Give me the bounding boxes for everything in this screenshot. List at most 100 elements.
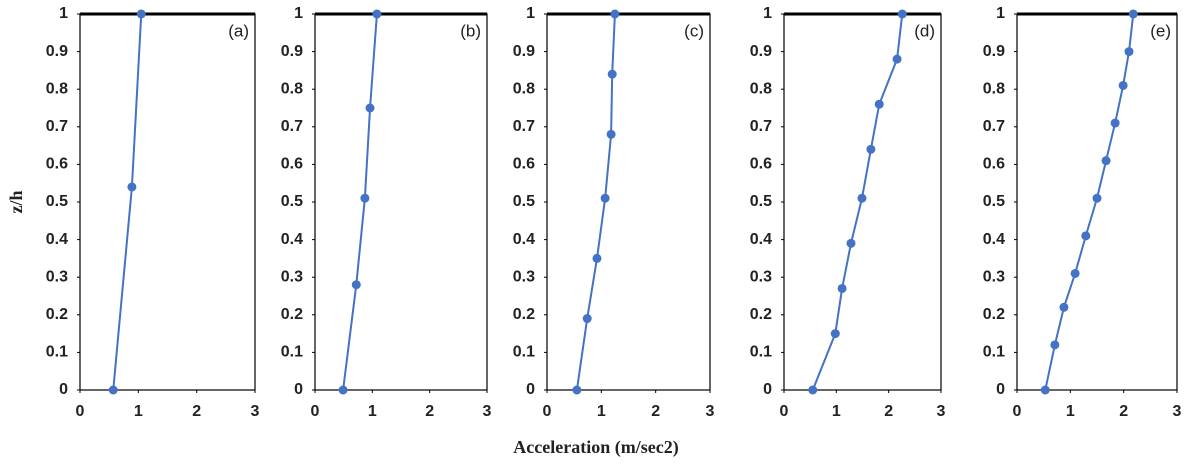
x-tick-label: 1 (832, 403, 841, 420)
data-point (874, 99, 884, 109)
y-tick-label: 0.8 (983, 80, 1005, 97)
y-tick-label: 0.8 (46, 80, 68, 97)
data-point (360, 193, 370, 203)
y-tick-label: 0.6 (750, 156, 772, 173)
y-tick-label: 0.7 (983, 118, 1005, 135)
data-point (351, 280, 361, 290)
y-tick-label: 0.1 (983, 344, 1005, 361)
series-line (575, 13, 616, 391)
x-tick-label: 1 (368, 403, 377, 420)
plot-frame (79, 13, 256, 391)
series-line (342, 13, 378, 391)
data-point (1101, 156, 1111, 166)
y-tick-label: 0.9 (281, 43, 303, 60)
x-tick-label: 3 (483, 403, 492, 420)
y-tick-label: 0.9 (513, 43, 535, 60)
y-tick-label: 1 (526, 5, 535, 22)
data-point (1124, 47, 1134, 57)
y-tick-label: 0.2 (750, 306, 772, 323)
data-point (607, 69, 617, 79)
y-tick-label: 0.4 (513, 231, 535, 248)
y-tick-label: 0.8 (281, 80, 303, 97)
y-tick-label: 0.5 (983, 193, 1005, 210)
plot-frame (546, 13, 711, 391)
x-tick-label: 0 (1013, 403, 1022, 420)
x-tick-label: 3 (937, 403, 946, 420)
y-tick-label: 0.5 (513, 193, 535, 210)
y-tick-label: 0.3 (983, 268, 1005, 285)
data-point (830, 329, 840, 339)
x-tick-label: 3 (251, 403, 260, 420)
series-line (1044, 13, 1135, 391)
data-point (606, 129, 616, 139)
x-tick-label: 0 (311, 403, 320, 420)
x-tick-label: 1 (597, 403, 606, 420)
data-point (127, 182, 137, 192)
x-tick-label: 0 (76, 403, 85, 420)
y-tick-label: 0.6 (46, 156, 68, 173)
y-tick-label: 0.5 (281, 193, 303, 210)
data-point (1092, 193, 1102, 203)
data-point (1128, 9, 1138, 19)
y-tick-label: 0.1 (46, 344, 68, 361)
data-point (136, 9, 146, 19)
x-tick-label: 0 (780, 403, 789, 420)
y-tick-label: 0.6 (281, 156, 303, 173)
y-tick-label: 0.1 (513, 344, 535, 361)
series-line (811, 13, 904, 391)
y-tick-label: 0 (996, 381, 1005, 398)
data-point (610, 9, 620, 19)
x-tick-label: 1 (1066, 403, 1075, 420)
data-point (338, 385, 348, 395)
y-tick-label: 0 (59, 381, 68, 398)
y-tick-label: 0.4 (281, 231, 303, 248)
x-tick-label: 2 (1119, 403, 1128, 420)
y-tick-label: 0.5 (46, 193, 68, 210)
y-tick-label: 0.7 (46, 118, 68, 135)
y-tick-label: 0.9 (750, 43, 772, 60)
y-tick-label: 0.3 (46, 268, 68, 285)
data-point (1040, 385, 1050, 395)
data-point (1110, 118, 1120, 128)
y-tick-label: 0.7 (281, 118, 303, 135)
y-tick-label: 1 (294, 5, 303, 22)
y-tick-label: 1 (59, 5, 68, 22)
data-point (1118, 80, 1128, 90)
y-tick-label: 0.6 (513, 156, 535, 173)
y-tick-label: 0.1 (750, 344, 772, 361)
plot-frame (314, 13, 488, 391)
data-point (572, 385, 582, 395)
x-tick-label: 0 (543, 403, 552, 420)
panel-label: (c) (684, 21, 704, 40)
x-tick-label: 2 (884, 403, 893, 420)
x-tick-label: 3 (1173, 403, 1182, 420)
y-axis-title: z/h (6, 190, 26, 213)
y-tick-label: 0 (526, 381, 535, 398)
y-tick-label: 0.8 (513, 80, 535, 97)
y-tick-label: 0 (294, 381, 303, 398)
y-tick-label: 0.3 (750, 268, 772, 285)
x-tick-label: 3 (706, 403, 715, 420)
y-tick-label: 0.2 (513, 306, 535, 323)
x-axis-title: Acceleration (m/sec2) (513, 437, 678, 458)
data-point (808, 385, 818, 395)
data-point (365, 103, 375, 113)
data-point (837, 283, 847, 293)
x-tick-label: 1 (134, 403, 143, 420)
data-point (582, 314, 592, 324)
data-point (600, 193, 610, 203)
data-point (1081, 231, 1091, 241)
y-tick-label: 0.4 (983, 231, 1005, 248)
y-tick-label: 0.4 (750, 231, 772, 248)
panel-label: (e) (1150, 21, 1171, 40)
y-tick-label: 0.9 (46, 43, 68, 60)
x-tick-label: 2 (651, 403, 660, 420)
data-point (372, 9, 382, 19)
panel-label: (d) (914, 21, 935, 40)
data-point (866, 144, 876, 154)
y-tick-label: 0.2 (46, 306, 68, 323)
y-tick-label: 0.2 (983, 306, 1005, 323)
y-tick-label: 0.8 (750, 80, 772, 97)
